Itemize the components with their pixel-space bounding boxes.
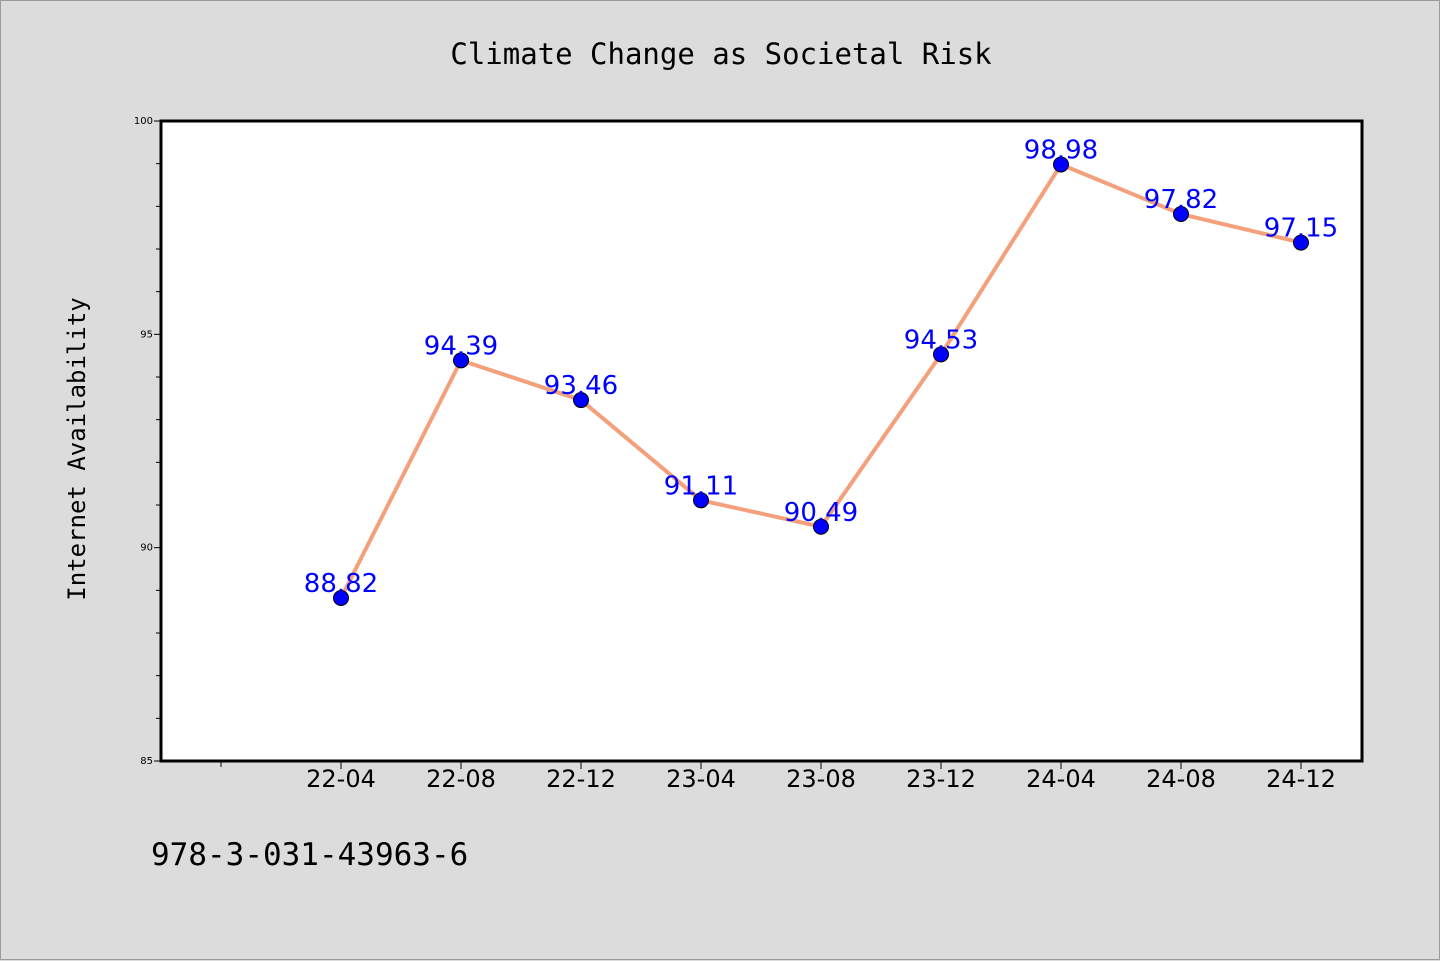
- data-label: 93.46: [544, 371, 618, 401]
- x-tick-label: 22-04: [306, 765, 376, 793]
- x-axis: 22-04 22-08 22-12 23-04 23-08 23-12 24-04 24-08…: [220, 761, 1336, 793]
- data-label: 97.82: [1144, 185, 1218, 215]
- isbn-annotation: 978-3-031-43963-6: [151, 837, 468, 873]
- data-label: 94.39: [424, 331, 498, 361]
- x-tick-label: 23-12: [906, 765, 976, 793]
- data-point: [1053, 156, 1069, 173]
- y-tick-label: 85: [140, 756, 153, 767]
- x-tick-label: 22-12: [546, 765, 616, 793]
- data-label: 94.53: [904, 325, 978, 355]
- data-point: [933, 346, 949, 363]
- y-axis: 85 90 95 100: [134, 116, 161, 767]
- data-label: 97.15: [1264, 214, 1338, 244]
- x-tick-label: 24-08: [1146, 765, 1216, 793]
- data-point: [1173, 206, 1189, 223]
- y-tick-label: 95: [140, 329, 153, 340]
- y-axis-label: Internet Availability: [63, 297, 91, 600]
- x-tick-label: 23-04: [666, 765, 736, 793]
- data-point: [333, 590, 349, 607]
- data-point: [693, 492, 709, 509]
- data-point: [453, 352, 469, 369]
- data-point: [813, 518, 829, 535]
- series-group: 88.82 94.39 93.46 91.11 90.49 94.53 98.98 97.82…: [304, 136, 1338, 607]
- data-point: [573, 392, 589, 409]
- data-label: 91.11: [664, 471, 738, 501]
- data-label: 98.98: [1024, 136, 1098, 166]
- x-tick-label: 23-08: [786, 765, 856, 793]
- chart-title: Climate Change as Societal Risk: [450, 37, 992, 71]
- plot-area: [159, 119, 1364, 763]
- x-tick-label: 24-04: [1026, 765, 1096, 793]
- y-tick-label: 90: [140, 543, 153, 554]
- x-tick-label: 24-12: [1266, 765, 1336, 793]
- y-tick-label: 100: [134, 116, 153, 127]
- data-label: 90.49: [784, 498, 858, 528]
- x-tick-label: 22-08: [426, 765, 496, 793]
- data-label: 88.82: [304, 569, 378, 599]
- data-point: [1293, 234, 1309, 251]
